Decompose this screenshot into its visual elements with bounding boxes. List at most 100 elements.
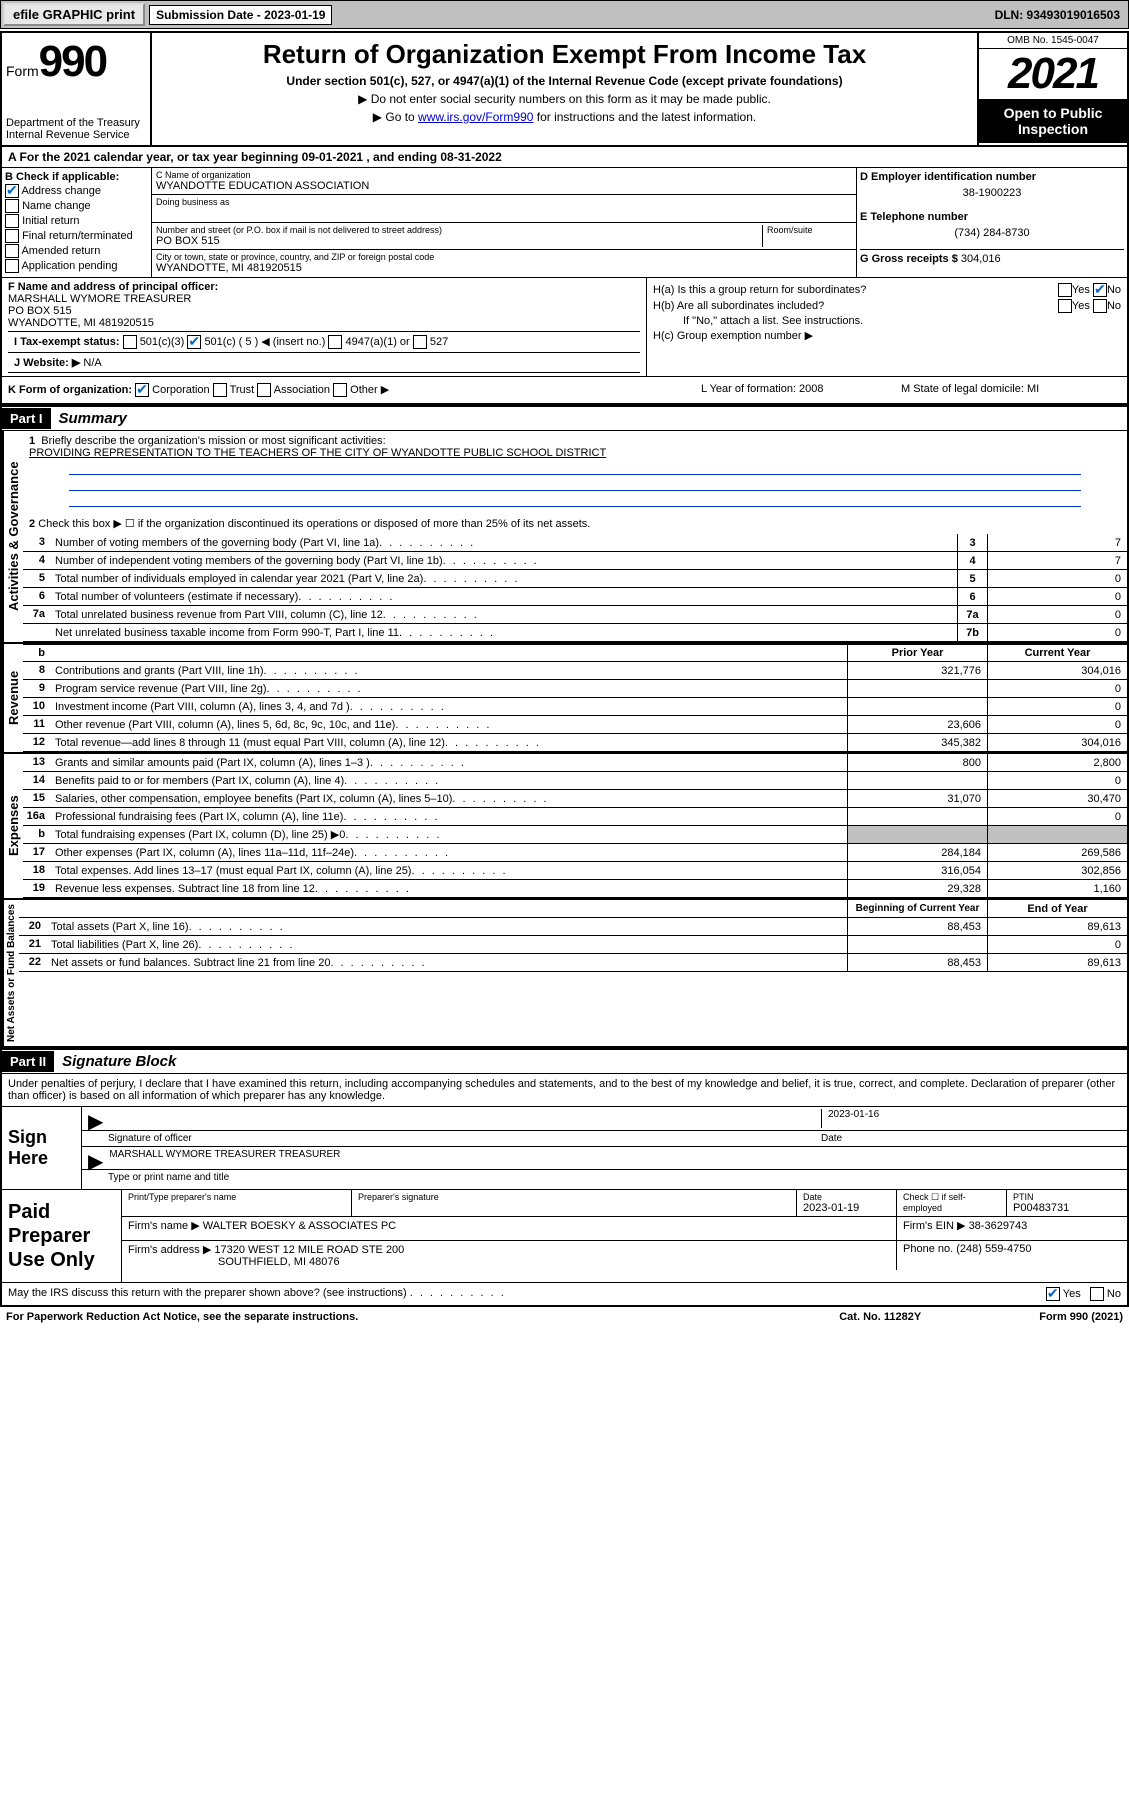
ein-value: 38-1900223 [860, 187, 1124, 199]
chk-4947[interactable] [328, 335, 342, 349]
revenue-section: Revenue b Prior Year Current Year 8 Cont… [2, 644, 1127, 754]
part2-bar: Part II Signature Block [2, 1048, 1127, 1074]
line-value: 0 [987, 570, 1127, 587]
line-text: Total assets (Part X, line 16) [47, 918, 847, 935]
chk-label: Final return/terminated [22, 230, 133, 242]
line-box: 5 [957, 570, 987, 587]
col-h: H(a) Is this a group return for subordin… [647, 278, 1127, 376]
opt-501c: 501(c) ( 5 ) ◀ (insert no.) [204, 336, 325, 348]
hb-yes[interactable] [1058, 299, 1072, 313]
dots [315, 883, 411, 895]
chk-label: Initial return [22, 215, 79, 227]
sign-fields: ▶2023-01-16 Signature of officerDate ▶MA… [82, 1107, 1127, 1189]
phone-value: (734) 284-8730 [860, 227, 1124, 239]
table-row: 12 Total revenue—add lines 8 through 11 … [23, 734, 1127, 752]
chk-final-return[interactable]: Final return/terminated [5, 229, 148, 243]
line-text: Total fundraising expenses (Part IX, col… [51, 826, 847, 843]
vlabel-governance: Activities & Governance [2, 431, 23, 642]
paid-preparer-label: Paid Preparer Use Only [2, 1190, 122, 1282]
line-num: 15 [23, 790, 51, 807]
page-footer: For Paperwork Reduction Act Notice, see … [0, 1307, 1129, 1327]
chk-app-pending[interactable]: Application pending [5, 259, 148, 273]
dots [344, 775, 440, 787]
line-text: Number of independent voting members of … [51, 552, 957, 569]
checkbox-icon [5, 244, 19, 258]
current-amount: 89,613 [987, 954, 1127, 971]
line-2: 2 Check this box ▶ ☐ if the organization… [23, 513, 1127, 534]
arrow-icon: ▶ [88, 1109, 103, 1128]
line-text: Total unrelated business revenue from Pa… [51, 606, 957, 623]
form-subtitle: Under section 501(c), 527, or 4947(a)(1)… [158, 74, 971, 88]
dots [343, 811, 439, 823]
line1-label: Briefly describe the organization's miss… [41, 435, 385, 447]
line-num: 17 [23, 844, 51, 861]
part1-title: Summary [51, 407, 135, 430]
ein-label: D Employer identification number [860, 171, 1124, 183]
chk-assoc[interactable] [257, 383, 271, 397]
officer-sig-field[interactable] [109, 1109, 821, 1128]
chk-address-change[interactable]: Address change [5, 184, 148, 198]
note-link: ▶ Go to www.irs.gov/Form990 for instruct… [158, 110, 971, 124]
blank [47, 900, 847, 917]
part2-title: Signature Block [54, 1050, 184, 1073]
gross-label: G Gross receipts $ [860, 253, 958, 265]
hb-no[interactable] [1093, 299, 1107, 313]
chk-other[interactable] [333, 383, 347, 397]
line-value: 7 [987, 534, 1127, 551]
prior-amount: 316,054 [847, 862, 987, 879]
ha-no[interactable] [1093, 283, 1107, 297]
discuss-yes[interactable] [1046, 1287, 1060, 1301]
tax-year: 2021 [979, 49, 1127, 99]
chk-trust[interactable] [213, 383, 227, 397]
hb-note: If "No," attach a list. See instructions… [653, 315, 1121, 327]
line-text: Salaries, other compensation, employee b… [51, 790, 847, 807]
note2-pre: ▶ Go to [373, 110, 418, 124]
netassets-header-row: Beginning of Current Year End of Year [19, 900, 1127, 918]
officer-printed-name: MARSHALL WYMORE TREASURER TREASURER [109, 1149, 1121, 1167]
col-b: b [23, 645, 51, 661]
current-amount: 0 [987, 716, 1127, 733]
paid-preparer-row: Paid Preparer Use Only Print/Type prepar… [2, 1189, 1127, 1282]
table-row: 8 Contributions and grants (Part VIII, l… [23, 662, 1127, 680]
opt-corp: Corporation [152, 384, 209, 396]
ha-yes[interactable] [1058, 283, 1072, 297]
prior-amount [847, 698, 987, 715]
row-bcde: B Check if applicable: Address change Na… [2, 168, 1127, 278]
discuss-no[interactable] [1090, 1287, 1104, 1301]
chk-corp[interactable] [135, 383, 149, 397]
vlabel-revenue: Revenue [2, 644, 23, 752]
chk-501c3[interactable] [123, 335, 137, 349]
current-amount: 302,856 [987, 862, 1127, 879]
efile-print-button[interactable]: efile GRAPHIC print [3, 3, 145, 26]
dots [395, 719, 491, 731]
line2-text: Check this box ▶ ☐ if the organization d… [38, 518, 590, 530]
table-row: 4 Number of independent voting members o… [23, 552, 1127, 570]
blank [51, 645, 847, 661]
note2-post: for instructions and the latest informat… [533, 110, 756, 124]
line-l: L Year of formation: 2008 [701, 383, 901, 397]
table-row: 21 Total liabilities (Part X, line 26) 0 [19, 936, 1127, 954]
checkbox-icon [5, 214, 19, 228]
chk-initial-return[interactable]: Initial return [5, 214, 148, 228]
table-row: 17 Other expenses (Part IX, column (A), … [23, 844, 1127, 862]
chk-name-change[interactable]: Name change [5, 199, 148, 213]
prep-date-label: Date [803, 1192, 890, 1202]
line-num: 13 [23, 754, 51, 771]
prior-amount [847, 936, 987, 953]
line-num: 14 [23, 772, 51, 789]
dln-label: DLN: 93493019016503 [995, 8, 1126, 22]
table-row: 20 Total assets (Part X, line 16) 88,453… [19, 918, 1127, 936]
chk-501c[interactable] [187, 335, 201, 349]
topbar: efile GRAPHIC print Submission Date - 20… [0, 0, 1129, 29]
table-row: 14 Benefits paid to or for members (Part… [23, 772, 1127, 790]
line-num: 5 [23, 570, 51, 587]
chk-527[interactable] [413, 335, 427, 349]
line-text: Other expenses (Part IX, column (A), lin… [51, 844, 847, 861]
current-amount: 0 [987, 772, 1127, 789]
paid-preparer-grid: Print/Type preparer's name Preparer's si… [122, 1190, 1127, 1282]
table-row: Net unrelated business taxable income fr… [23, 624, 1127, 642]
irs-link[interactable]: www.irs.gov/Form990 [418, 110, 533, 124]
dots [411, 865, 507, 877]
chk-amended[interactable]: Amended return [5, 244, 148, 258]
org-name-label: C Name of organization [156, 170, 852, 180]
